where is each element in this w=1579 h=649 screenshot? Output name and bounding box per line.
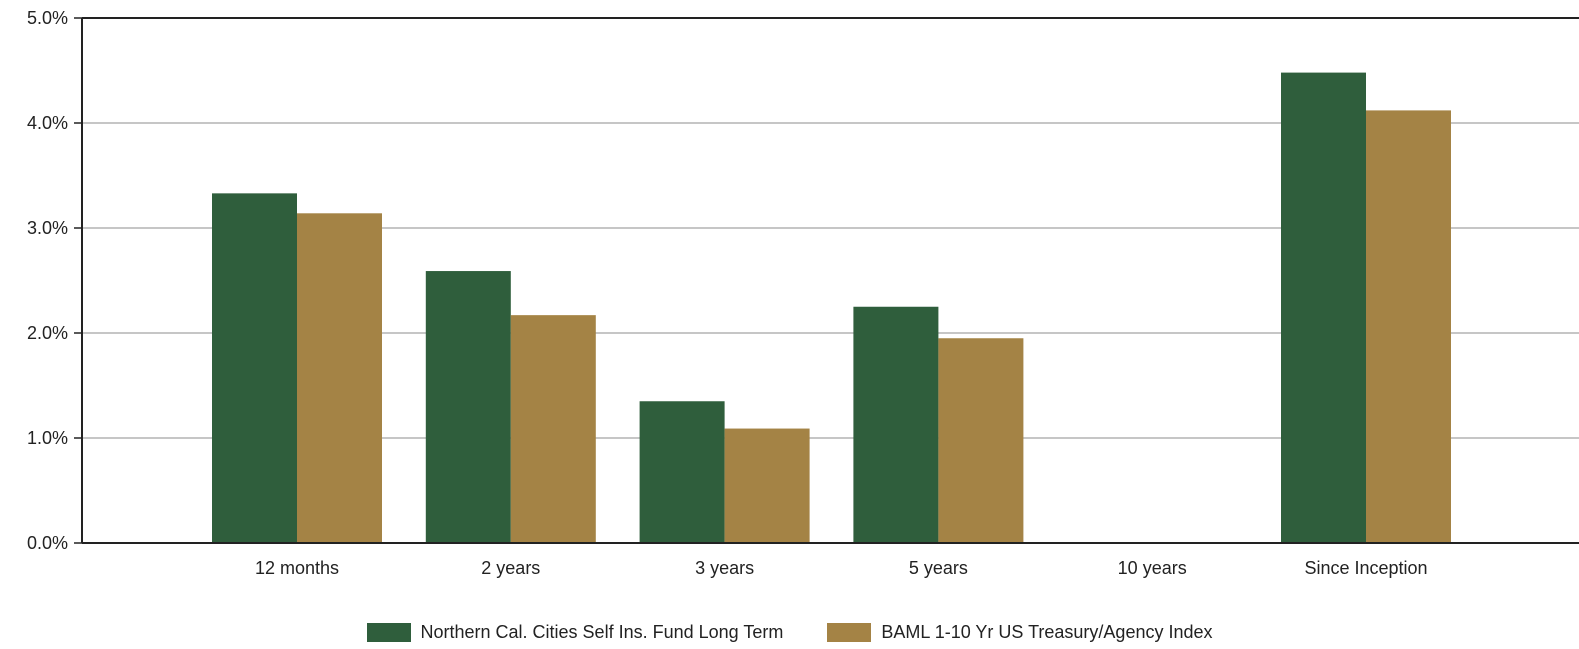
bar-series-2 (938, 338, 1024, 543)
bar-series-1 (1281, 72, 1366, 543)
bar-chart: 0.0% 1.0% 2.0% 3.0% 4.0% 5.0% 12 months 2 year… (27, 8, 1579, 578)
x-category-label: 3 years (695, 558, 754, 578)
y-tick-label: 2.0% (27, 323, 68, 343)
bar-series-2 (724, 428, 810, 543)
x-category-label: 12 months (255, 558, 339, 578)
x-category-label: Since Inception (1304, 558, 1427, 578)
bar-series-1 (639, 401, 725, 543)
y-tick-label: 1.0% (27, 428, 68, 448)
bar-series-2 (297, 213, 382, 544)
y-tick-label: 5.0% (27, 8, 68, 28)
x-category-label: 10 years (1118, 558, 1187, 578)
x-axis-labels: 12 months 2 years 3 years 5 years 10 years Si… (255, 558, 1428, 578)
legend-item-series-2: BAML 1-10 Yr US Treasury/Agency Index (827, 621, 1213, 643)
bars (212, 72, 1451, 544)
x-category-label: 5 years (909, 558, 968, 578)
legend-label-series-1: Northern Cal. Cities Self Ins. Fund Long… (420, 621, 784, 642)
legend-swatch-series-2 (827, 622, 872, 642)
bar-series-1 (212, 193, 297, 543)
y-tick-label: 0.0% (27, 533, 68, 553)
bar-series-2 (1366, 110, 1451, 544)
legend: Northern Cal. Cities Self Ins. Fund Long… (0, 618, 1579, 646)
plot-frame (81, 17, 1579, 544)
y-tick-label: 3.0% (27, 218, 68, 238)
y-axis-ticks: 0.0% 1.0% 2.0% 3.0% 4.0% 5.0% (27, 8, 82, 553)
y-tick-label: 4.0% (27, 113, 68, 133)
legend-item-series-1: Northern Cal. Cities Self Ins. Fund Long… (366, 621, 784, 643)
legend-swatch-series-1 (366, 622, 411, 642)
x-category-label: 2 years (481, 558, 540, 578)
bar-series-2 (510, 315, 596, 543)
bar-series-1 (853, 306, 939, 543)
bar-series-1 (425, 271, 511, 543)
legend-label-series-2: BAML 1-10 Yr US Treasury/Agency Index (881, 621, 1213, 642)
